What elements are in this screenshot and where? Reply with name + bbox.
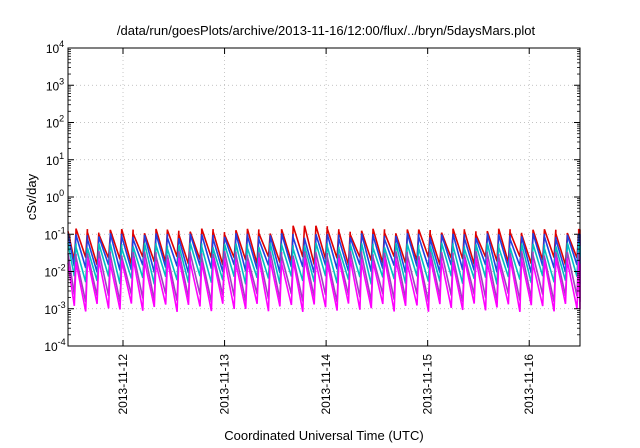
y-tick-label: 10-1	[44, 225, 65, 242]
y-tick-base: 10	[46, 79, 60, 93]
y-tick-base: 10	[46, 154, 60, 168]
y-tick-exponent: 2	[59, 114, 64, 124]
series-line-3	[67, 242, 581, 285]
y-tick-exponent: -2	[58, 263, 66, 273]
x-tick-label: 2013-11-14	[319, 354, 333, 415]
y-tick-label: 101	[46, 151, 64, 168]
y-tick-label: 103	[46, 76, 64, 93]
y-tick-exponent: 4	[59, 39, 64, 49]
series-group	[67, 225, 581, 313]
y-tick-exponent: -1	[58, 225, 66, 235]
y-tick-base: 10	[46, 191, 60, 205]
x-axis-label: Coordinated Universal Time (UTC)	[224, 428, 423, 443]
y-tick-exponent: 3	[59, 76, 64, 86]
series-line-5	[67, 257, 581, 313]
y-tick-label: 10-3	[44, 300, 65, 317]
y-tick-label: 104	[46, 39, 64, 56]
y-tick-exponent: -4	[58, 337, 66, 347]
y-axis-label: cSv/day	[24, 173, 39, 220]
x-tick-label: 2013-11-15	[421, 354, 435, 415]
y-tick-label: 10-2	[44, 263, 65, 280]
y-tick-base: 10	[46, 117, 60, 131]
y-tick-base: 10	[46, 42, 60, 56]
y-tick-exponent: 0	[59, 188, 64, 198]
y-tick-label: 102	[46, 114, 64, 131]
y-tick-base: 10	[44, 228, 58, 242]
y-tick-exponent: -3	[58, 300, 66, 310]
chart-title: /data/run/goesPlots/archive/2013-11-16/1…	[117, 23, 536, 38]
y-tick-base: 10	[44, 340, 58, 354]
x-tick-label: 2013-11-12	[116, 354, 130, 415]
y-tick-base: 10	[44, 266, 58, 280]
y-tick-label: 100	[46, 188, 64, 205]
y-tick-label: 10-4	[44, 337, 65, 354]
y-tick-base: 10	[44, 303, 58, 317]
x-tick-label: 2013-11-16	[522, 354, 536, 415]
y-tick-exponent: 1	[59, 151, 64, 161]
ticks: 10-410-310-210-11001011021031042013-11-1…	[44, 39, 580, 415]
x-tick-label: 2013-11-13	[218, 354, 232, 415]
